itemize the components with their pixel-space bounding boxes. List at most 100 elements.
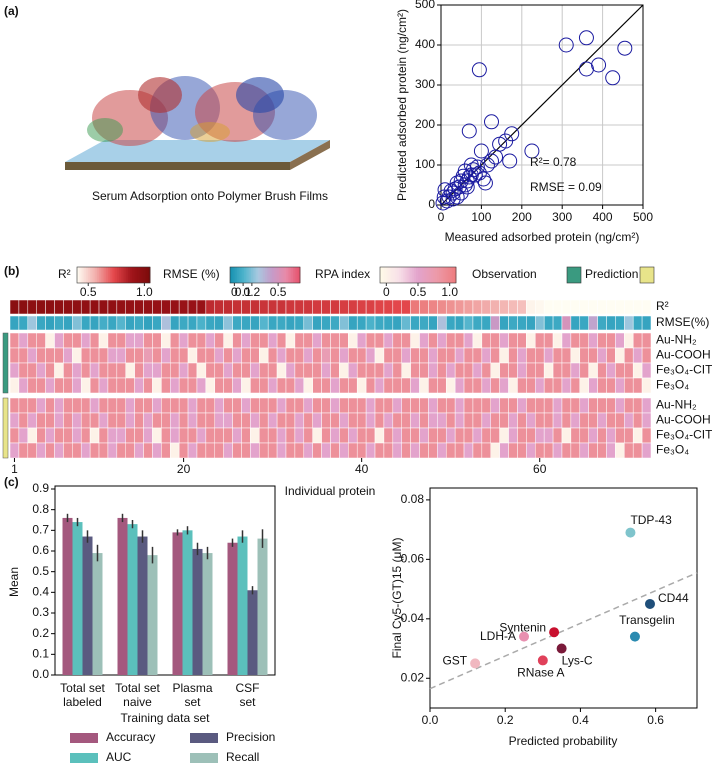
heatmap-cell [276, 299, 287, 315]
heatmap-cell [223, 362, 233, 379]
heatmap-cell [321, 412, 331, 429]
heatmap-cell [18, 299, 29, 315]
heatmap-cell [579, 315, 589, 331]
heatmap-cell [321, 377, 331, 394]
heatmap-cell [267, 332, 278, 349]
illustration-protein [138, 77, 182, 113]
heatmap-cell [615, 299, 625, 315]
heatmap-cell [561, 362, 572, 379]
x-tick-label: 200 [512, 210, 532, 224]
heatmap-cell [205, 347, 216, 364]
heatmap-cell [428, 377, 438, 394]
heatmap-cell [561, 412, 572, 429]
heatmap-cell [437, 412, 447, 429]
heatmap-cell [45, 362, 55, 379]
bar [237, 536, 248, 675]
heatmap-cell [445, 397, 456, 414]
heatmap-cell [134, 315, 144, 331]
heatmap-cell [178, 442, 189, 459]
heatmap-cell [428, 332, 438, 349]
heatmap-cell [428, 299, 438, 315]
heatmap-cell [178, 377, 189, 394]
colorbar-segment [144, 267, 147, 283]
panel-label: (b) [4, 264, 19, 278]
heatmap-cell [303, 397, 313, 414]
heatmap-cell [89, 299, 100, 315]
heatmap-cell [143, 442, 153, 459]
bar [62, 517, 73, 675]
heatmap-cell [72, 397, 82, 414]
heatmap-cell [294, 332, 305, 349]
heatmap-cell [339, 347, 349, 364]
heatmap-cell [152, 315, 162, 331]
heatmap-cell [428, 315, 438, 331]
heatmap-cell [356, 427, 367, 444]
heatmap-cell [63, 347, 73, 364]
heatmap-cell [490, 442, 500, 459]
heatmap-cell [463, 362, 474, 379]
heatmap-cell [54, 397, 64, 414]
heatmap-cell [392, 397, 402, 414]
heatmap-cell [419, 332, 429, 349]
point [436, 189, 452, 205]
colorbar-segment [135, 267, 138, 283]
heatmap-cell [98, 397, 109, 414]
heatmap-cell [588, 347, 598, 364]
colorbar-segment [80, 267, 83, 283]
heatmap-cell [526, 412, 536, 429]
heatmap-cell [125, 412, 135, 429]
x-tick-label: Plasma [172, 681, 212, 695]
heatmap-cell [125, 315, 135, 331]
heatmap-cell [330, 397, 340, 414]
heatmap-cell [303, 315, 313, 331]
heatmap-cell [606, 299, 616, 315]
heatmap-cell [561, 299, 572, 315]
row-label: RMSE(%) [656, 315, 709, 329]
heatmap-cell [178, 362, 189, 379]
heatmap-cell [543, 362, 554, 379]
heatmap-cell [116, 332, 126, 349]
heatmap-cell [241, 347, 251, 364]
heatmap-cell [490, 427, 500, 444]
heatmap-cell [419, 442, 429, 459]
heatmap-cell [481, 397, 492, 414]
heatmap-cell [535, 347, 545, 364]
heatmap-cell [134, 397, 144, 414]
heatmap-cell [535, 427, 545, 444]
colorbar-segment [395, 267, 398, 283]
point-label: TDP-43 [630, 513, 672, 527]
heatmap-cell [356, 442, 367, 459]
heatmap-cell [89, 397, 100, 414]
heatmap-cell [561, 397, 572, 414]
heatmap-cell [45, 299, 55, 315]
heatmap-cell [526, 377, 536, 394]
heatmap-cell [54, 347, 64, 364]
colorbar-title: R² [58, 267, 71, 281]
colorbar-segment [423, 267, 426, 283]
heatmap-cell [134, 332, 144, 349]
colorbar-segment [78, 267, 82, 283]
heatmap-cell [330, 377, 340, 394]
heatmap-cell [9, 299, 20, 315]
heatmap-cell [80, 315, 91, 331]
row-label: Au-NH₂ [656, 398, 697, 412]
heatmap-cell [552, 377, 563, 394]
heatmap-cell [72, 332, 82, 349]
x-tick-label: 40 [355, 462, 369, 476]
colorbar-segment [287, 267, 290, 283]
heatmap-cell [36, 412, 46, 429]
heatmap-cell [383, 315, 394, 331]
plot-frame [54, 485, 276, 676]
colorbar-segment [106, 267, 109, 283]
heatmap-cell [570, 377, 581, 394]
colorbar-tick-label: 0.5 [270, 285, 287, 299]
colorbar-segment [268, 267, 271, 283]
y-tick-label: 0.9 [32, 481, 49, 495]
illustration-protein [236, 77, 284, 113]
colorbar-segment [429, 267, 432, 283]
heatmap-cell [463, 299, 474, 315]
heatmap-cell [348, 427, 358, 444]
y-tick-label: 0.02 [401, 670, 425, 684]
row-label: Fe₃O₄ [656, 378, 689, 392]
